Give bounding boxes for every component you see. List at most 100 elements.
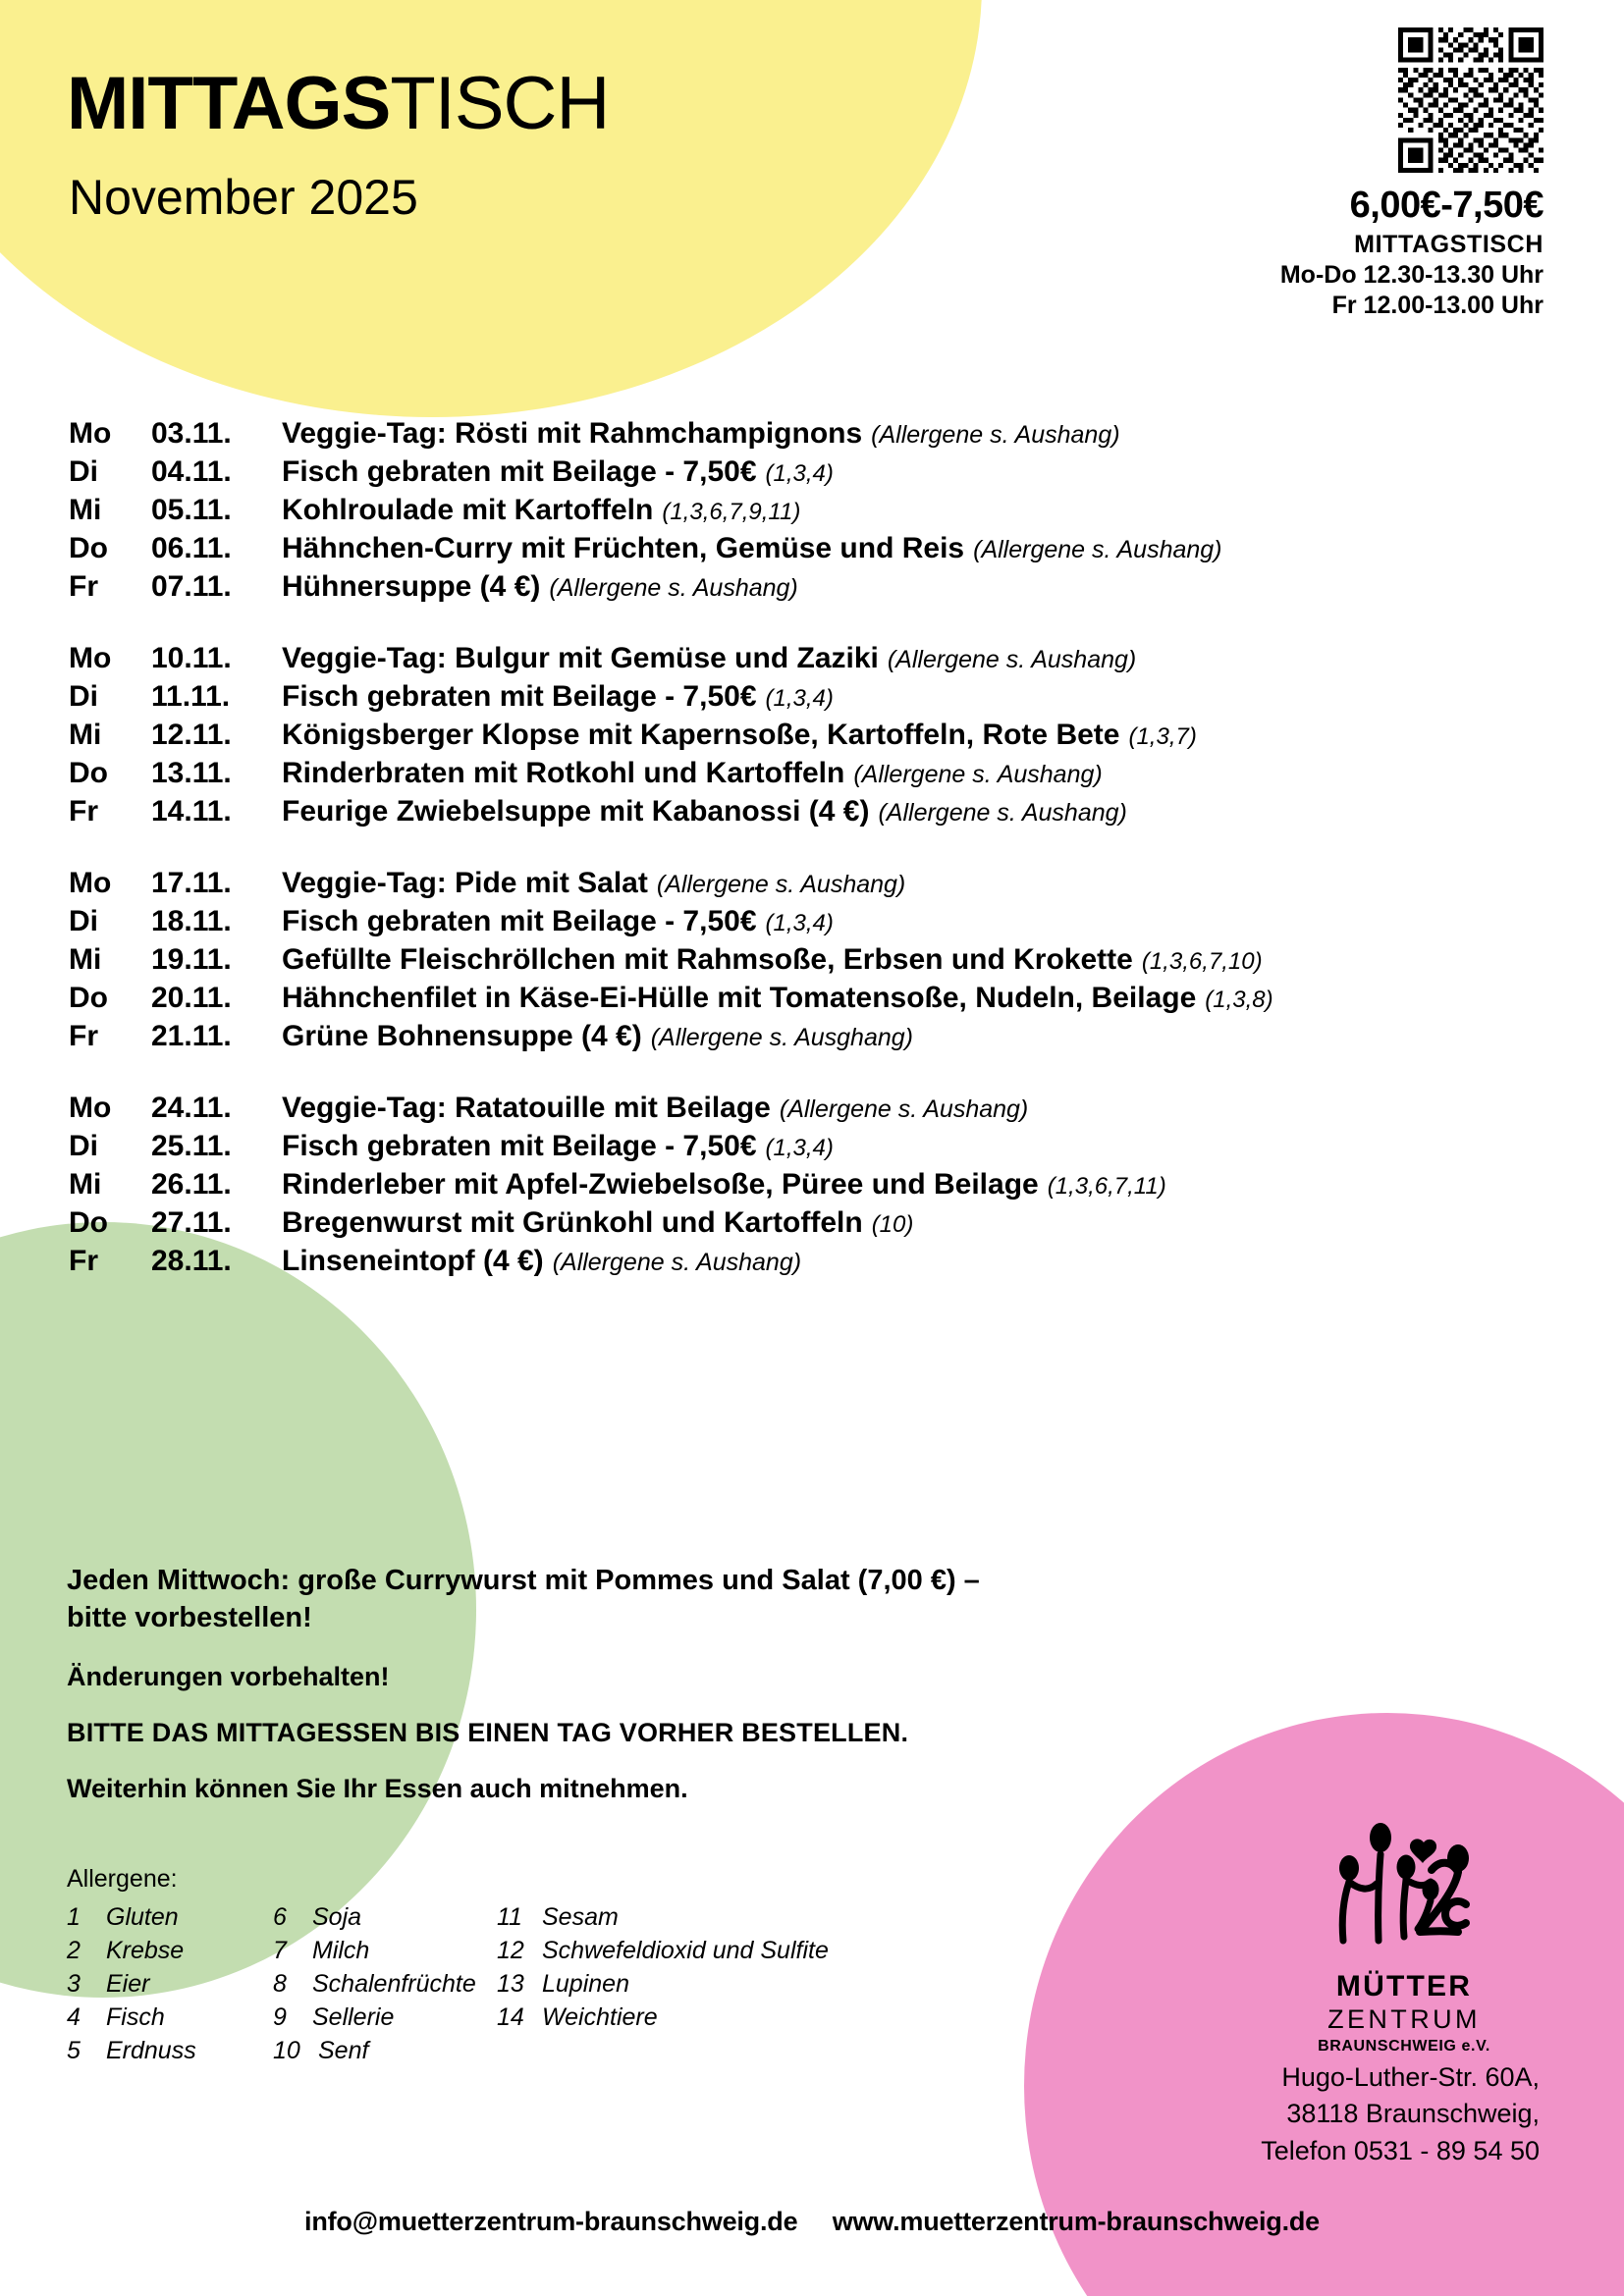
hours-mo-do: Mo-Do 12.30-13.30 Uhr	[1279, 261, 1543, 289]
menu-row-date: 20.11.	[151, 982, 232, 1014]
menu-row-allergens: (Allergene s. Ausghang)	[650, 1024, 913, 1051]
takeaway-note: Weiterhin können Sie Ihr Essen auch mitn…	[67, 1774, 688, 1804]
menu-row-day: Di	[69, 680, 98, 713]
menu-row: Mi 19.11. Gefüllte Fleischröllchen mit Rah…	[0, 943, 1624, 982]
menu-row: Fr 21.11. Grüne Bohnensuppe (4 €) (Allergen…	[0, 1020, 1624, 1058]
menu-row: Do 20.11. Hähnchenfilet in Käse-Ei-Hülle m…	[0, 982, 1624, 1020]
allergen-name: Soja	[312, 1903, 362, 1931]
page-subtitle-month: November 2025	[69, 170, 418, 225]
allergen-name: Milch	[312, 1937, 370, 1964]
menu-row-allergens: (Allergene s. Aushang)	[878, 799, 1127, 827]
menu-week: Mo 17.11. Veggie-Tag: Pide mit Salat (Aller…	[0, 867, 1624, 1058]
menu-row-day: Mo	[69, 642, 112, 674]
menu-row-dish: Kohlroulade mit Kartoffeln	[282, 494, 654, 526]
menu-row-day: Mo	[69, 1092, 112, 1124]
allergen-name: Weichtiere	[542, 2003, 658, 2031]
menu-row-dish: Fisch gebraten mit Beilage - 7,50€	[282, 680, 757, 713]
allergens-column-1: 1 Gluten 2 Krebse 3 Eier 4 Fisch 5 Erdnuss	[67, 1903, 218, 2070]
allergen-item: 1 Gluten	[67, 1903, 218, 1937]
menu-row: Di 11.11. Fisch gebraten mit Beilage - 7,5…	[0, 680, 1624, 719]
menu-row-day: Do	[69, 982, 108, 1014]
menu-row-dish: Hühnersuppe (4 €)	[282, 570, 541, 603]
allergen-number: 4	[67, 2003, 81, 2031]
menu-row-date: 11.11.	[151, 680, 231, 713]
allergen-number: 14	[497, 2003, 524, 2031]
allergen-item: 10 Senf	[273, 2037, 442, 2070]
menu-row-allergens: (1,3,6,7,10)	[1141, 948, 1263, 975]
menu-row-day: Mo	[69, 417, 112, 450]
menu-row-date: 14.11.	[151, 795, 232, 828]
menu-row-dish: Veggie-Tag: Ratatouille mit Beilage	[282, 1092, 771, 1124]
menu-row-dish: Hähnchenfilet in Käse-Ei-Hülle mit Tomat…	[282, 982, 1197, 1014]
allergen-item: 5 Erdnuss	[67, 2037, 218, 2070]
menu-list: Mo 03.11. Veggie-Tag: Rösti mit Rahmchampi…	[0, 417, 1624, 1316]
menu-row-allergens: (Allergene s. Aushang)	[887, 646, 1137, 673]
contact-website[interactable]: www.muetterzentrum-braunschweig.de	[832, 2207, 1320, 2236]
allergen-name: Eier	[106, 1970, 150, 1998]
page-title-bold: MITTAGS	[67, 62, 391, 145]
menu-row-allergens: (Allergene s. Aushang)	[779, 1095, 1029, 1123]
menu-row-allergens: (Allergene s. Aushang)	[973, 536, 1222, 563]
menu-row-date: 26.11.	[151, 1168, 232, 1201]
menu-row-dish: Rinderleber mit Apfel-Zwiebelsoße, Püree…	[282, 1168, 1039, 1201]
menu-row-day: Mi	[69, 1168, 102, 1201]
menu-row-date: 28.11.	[151, 1245, 232, 1277]
allergen-item: 13 Lupinen	[497, 1970, 829, 2003]
menu-row-allergens: (Allergene s. Aushang)	[656, 871, 906, 898]
allergen-item: 2 Krebse	[67, 1937, 218, 1970]
allergen-name: Erdnuss	[106, 2037, 196, 2064]
menu-row: Fr 07.11. Hühnersuppe (4 €) (Allergene s. A…	[0, 570, 1624, 609]
contact-email[interactable]: info@muetterzentrum-braunschweig.de	[304, 2207, 798, 2236]
contact-bar: info@muetterzentrum-braunschweig.de www.…	[0, 2207, 1624, 2237]
changes-reserved-note: Änderungen vorbehalten!	[67, 1662, 390, 1692]
allergens-column-2: 6 Soja 7 Milch 8 Schalenfrüchte 9 Sellerie 10 Sen…	[273, 1903, 476, 2070]
menu-row-dish: Feurige Zwiebelsuppe mit Kabanossi (4 €)	[282, 795, 870, 828]
allergen-name: Lupinen	[542, 1970, 629, 1998]
menu-row-day: Mo	[69, 867, 112, 899]
allergen-name: Schwefeldioxid und Sulfite	[542, 1937, 829, 1964]
allergens-block: Allergene: 1 Gluten 2 Krebse 3 Eier 4 Fisch 5 Erd…	[67, 1865, 884, 2070]
menu-row-allergens: (10)	[871, 1211, 914, 1238]
allergen-number: 6	[273, 1903, 287, 1931]
logo-line-zentrum: ZENTRUM	[1327, 2004, 1481, 2034]
menu-row-allergens: (1,3,8)	[1205, 987, 1273, 1013]
allergen-number: 8	[273, 1970, 287, 1998]
menu-row: Di 25.11. Fisch gebraten mit Beilage - 7,5…	[0, 1130, 1624, 1168]
menu-row-day: Di	[69, 1130, 98, 1162]
allergen-name: Sesam	[542, 1903, 619, 1931]
menu-row-day: Do	[69, 757, 108, 789]
menu-row-dish: Königsberger Klopse mit Kapernsoße, Kart…	[282, 719, 1120, 751]
menu-row-day: Fr	[69, 795, 98, 828]
menu-row-dish: Linseneintopf (4 €)	[282, 1245, 544, 1277]
menu-row-day: Mi	[69, 719, 102, 751]
muze-figures-heart-icon	[1338, 1823, 1470, 1945]
menu-week: Mo 10.11. Veggie-Tag: Bulgur mit Gemüse un…	[0, 642, 1624, 833]
menu-row-day: Do	[69, 532, 108, 564]
wednesday-special-line1: Jeden Mittwoch: große Currywurst mit Pom…	[67, 1565, 980, 1596]
menu-row-day: Fr	[69, 1020, 98, 1052]
page-title: MITTAGSTISCH	[67, 67, 610, 141]
allergen-item: 3 Eier	[67, 1970, 218, 2003]
allergen-item: 8 Schalenfrüchte	[273, 1970, 476, 2003]
allergen-item: 12 Schwefeldioxid und Sulfite	[497, 1937, 829, 1970]
menu-row-allergens: (Allergene s. Aushang)	[549, 574, 798, 602]
allergen-number: 10	[273, 2037, 300, 2064]
menu-row-dish: Veggie-Tag: Bulgur mit Gemüse und Zaziki	[282, 642, 879, 674]
menu-row-allergens: (Allergene s. Aushang)	[871, 421, 1120, 449]
menu-row-allergens: (Allergene s. Aushang)	[552, 1249, 802, 1276]
allergen-number: 3	[67, 1970, 81, 1998]
allergen-number: 1	[67, 1903, 81, 1931]
address-city: 38118 Braunschweig,	[1286, 2099, 1540, 2129]
price-range: 6,00€-7,50€	[1349, 185, 1544, 226]
menu-row-dish: Grüne Bohnensuppe (4 €)	[282, 1020, 642, 1052]
menu-row: Fr 14.11. Feurige Zwiebelsuppe mit Kabanos…	[0, 795, 1624, 833]
menu-row-day: Fr	[69, 1245, 98, 1277]
allergen-number: 12	[497, 1937, 524, 1964]
address-street: Hugo-Luther-Str. 60A,	[1281, 2062, 1540, 2092]
menu-row-dish: Veggie-Tag: Rösti mit Rahmchampignons	[282, 417, 863, 450]
allergens-column-3: 11 Sesam 12 Schwefeldioxid und Sulfite 13 Lup…	[497, 1903, 829, 2070]
menu-row-allergens: (Allergene s. Aushang)	[853, 761, 1103, 788]
menu-row-date: 05.11.	[151, 494, 232, 526]
order-ahead-note: BITTE DAS MITTAGESSEN BIS EINEN TAG VORH…	[67, 1718, 909, 1748]
